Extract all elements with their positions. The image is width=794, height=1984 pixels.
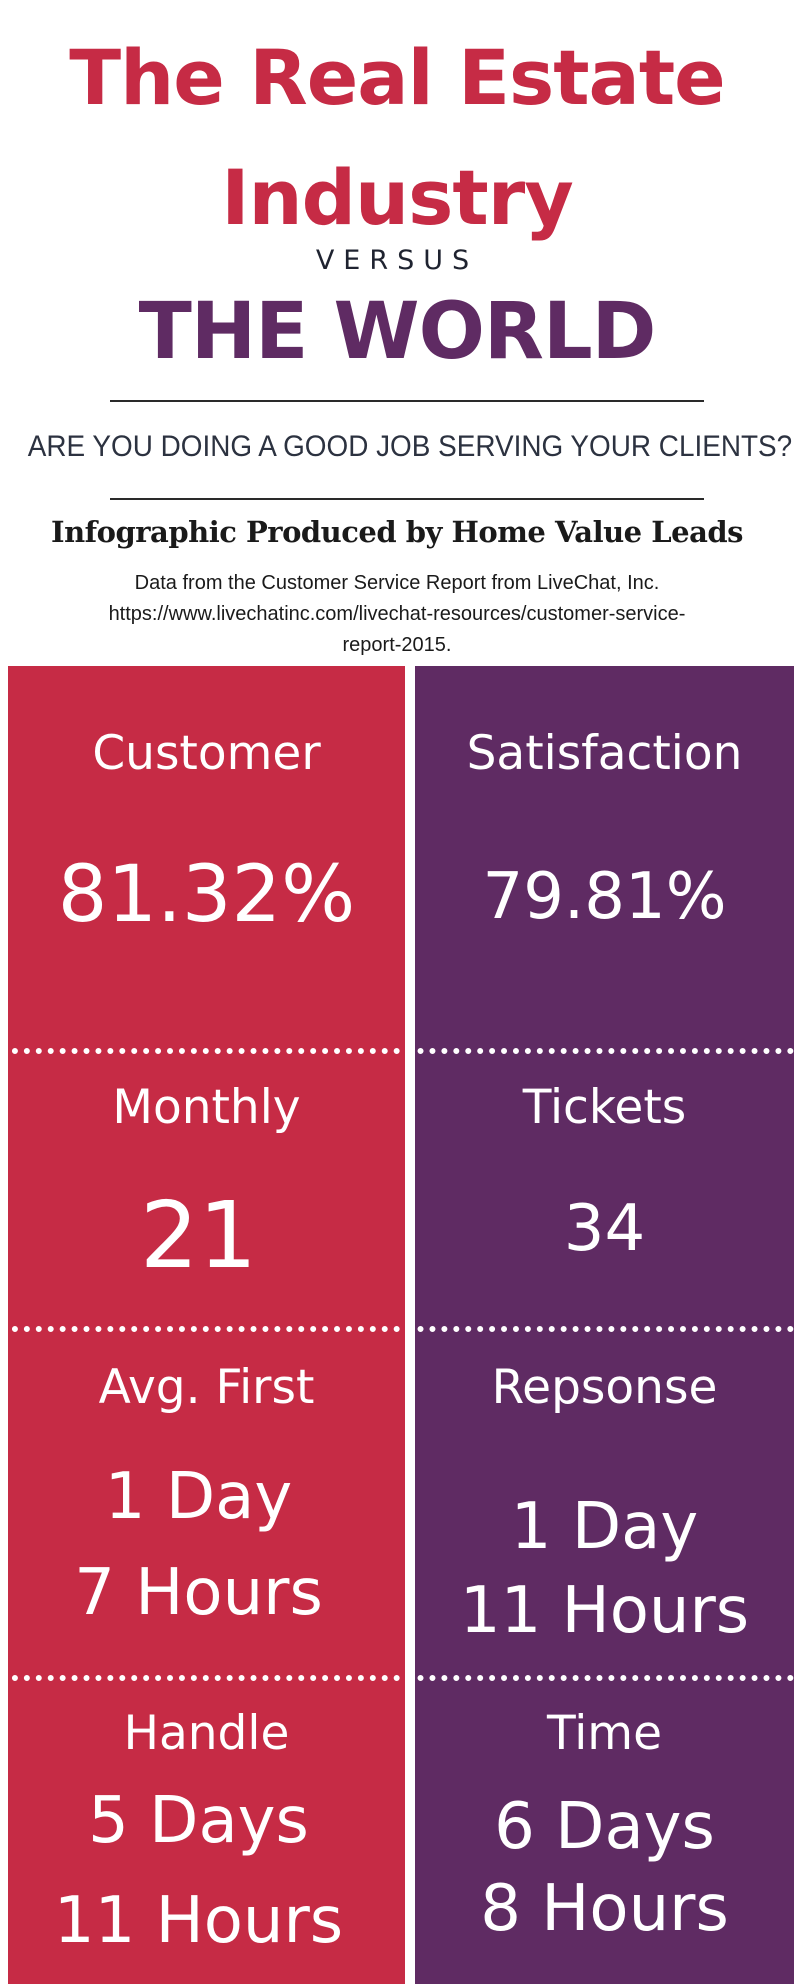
real-estate-handle-hours: 11 Hours xyxy=(53,1884,344,1958)
tickets-label: Tickets xyxy=(522,1080,687,1135)
title-line-2: Industry xyxy=(221,153,573,242)
world-response-days: 1 Day xyxy=(510,1490,699,1564)
divider-bottom xyxy=(110,498,704,500)
source-line-2: https://www.livechatinc.com/livechat-res… xyxy=(108,603,686,625)
world-handle-hours: 8 Hours xyxy=(480,1872,729,1946)
credit-line: Infographic Produced by Home Value Leads xyxy=(51,515,743,549)
real-estate-satisfaction-value: 81.32% xyxy=(57,850,356,940)
satisfaction-label: Satisfaction xyxy=(466,726,743,781)
monthly-label: Monthly xyxy=(112,1080,301,1135)
response-label: Repsonse xyxy=(491,1360,718,1415)
divider-top xyxy=(110,400,704,402)
handle-label: Handle xyxy=(123,1706,290,1761)
real-estate-tickets-value: 21 xyxy=(139,1182,258,1289)
world-response-hours: 11 Hours xyxy=(459,1574,750,1648)
question-heading: ARE YOU DOING A GOOD JOB SERVING YOUR CL… xyxy=(27,430,793,463)
section-divider xyxy=(0,1675,794,1681)
section-divider xyxy=(0,1048,794,1054)
source-line-1: Data from the Customer Service Report fr… xyxy=(134,572,660,594)
customer-label: Customer xyxy=(92,726,321,781)
title-line-3: THE WORLD xyxy=(138,287,657,377)
world-tickets-value: 34 xyxy=(563,1192,646,1266)
world-panel xyxy=(415,666,794,1984)
source-line-3: report-2015. xyxy=(342,634,452,656)
avg-first-label: Avg. First xyxy=(98,1360,315,1415)
world-handle-days: 6 Days xyxy=(494,1790,715,1864)
real-estate-handle-days: 5 Days xyxy=(88,1784,309,1858)
section-divider xyxy=(0,1326,794,1332)
versus-label: VERSUS xyxy=(315,245,479,276)
real-estate-response-days: 1 Day xyxy=(104,1460,293,1534)
time-label: Time xyxy=(546,1706,663,1761)
real-estate-panel xyxy=(8,666,405,1984)
title-line-1: The Real Estate xyxy=(69,33,725,122)
real-estate-response-hours: 7 Hours xyxy=(74,1556,323,1630)
world-satisfaction-value: 79.81% xyxy=(482,860,727,934)
